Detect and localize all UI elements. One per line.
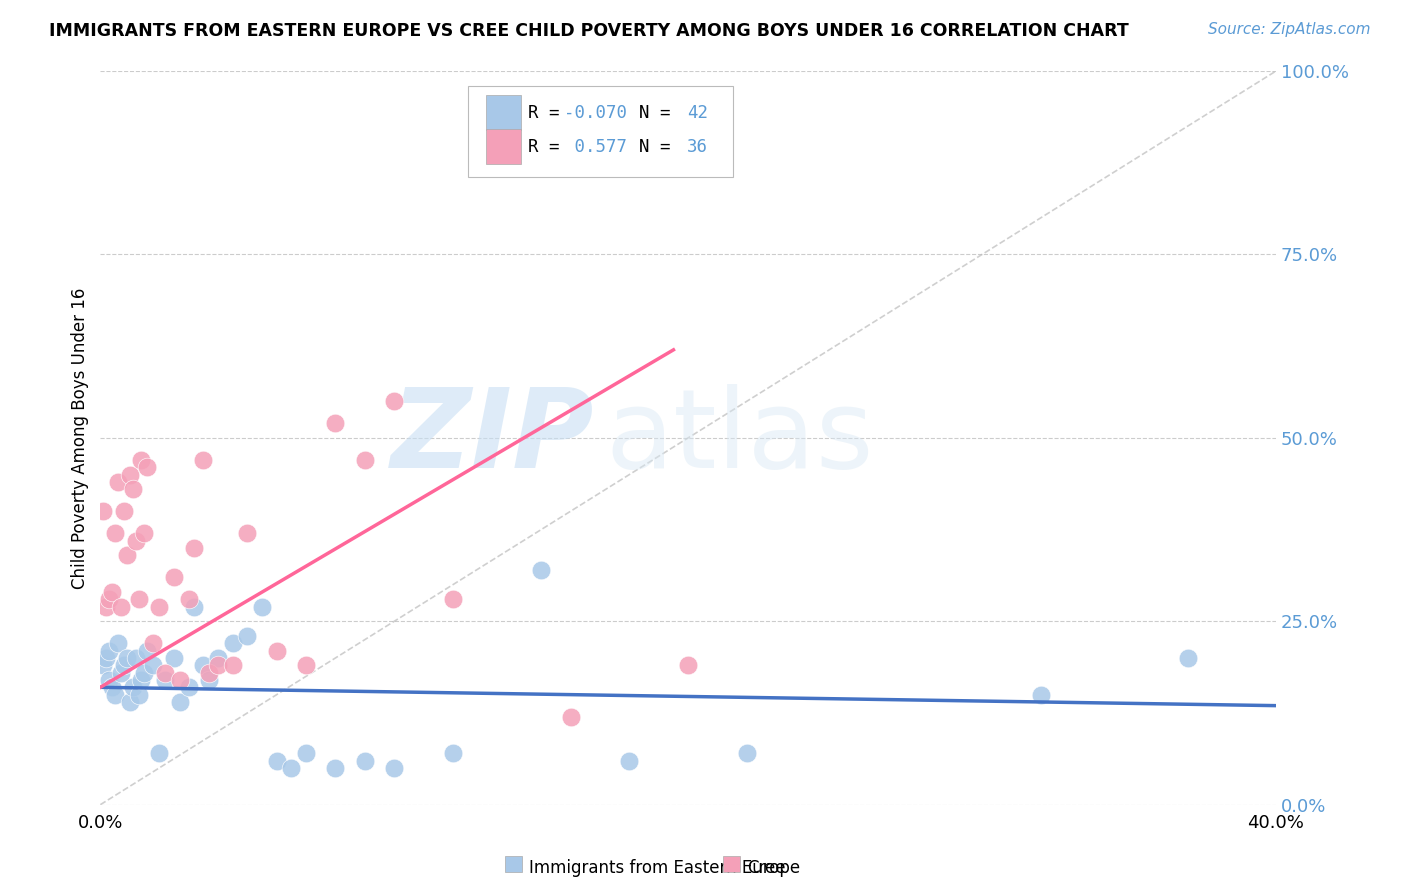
Point [266,754,288,768]
Point [560,709,582,723]
Point [142,658,165,673]
Point [110,665,132,680]
Point [325,416,347,430]
Point [131,453,153,467]
Text: 36: 36 [688,137,709,155]
Point [118,695,141,709]
Point [236,629,259,643]
Point [104,526,127,541]
Point [134,665,156,680]
Point [530,563,553,577]
Point [142,636,165,650]
Point [98,673,121,687]
Point [266,643,288,657]
Point [198,665,221,680]
Text: Immigrants from Eastern Europe: Immigrants from Eastern Europe [529,859,800,877]
Text: Cree: Cree [747,859,786,877]
Point [1029,688,1052,702]
Point [280,761,302,775]
Point [115,548,138,562]
Point [193,453,215,467]
Point [382,394,405,409]
Point [619,754,641,768]
Point [101,681,124,695]
Point [354,453,377,467]
Point [295,658,318,673]
Point [148,599,170,614]
Point [183,599,205,614]
Point [121,681,143,695]
Point [112,504,135,518]
Point [134,526,156,541]
Point [207,658,229,673]
Bar [486,129,522,164]
Text: 42: 42 [688,103,709,122]
Text: N =: N = [638,103,681,122]
Point [128,688,150,702]
Text: 0.577: 0.577 [564,137,627,155]
Point [107,636,129,650]
Point [153,673,176,687]
Point [112,658,135,673]
Point [169,695,191,709]
Text: IMMIGRANTS FROM EASTERN EUROPE VS CREE CHILD POVERTY AMONG BOYS UNDER 16 CORRELA: IMMIGRANTS FROM EASTERN EUROPE VS CREE C… [49,22,1129,40]
Point [169,673,191,687]
Point [163,570,186,584]
Point [101,585,124,599]
Point [441,592,464,607]
Point [735,747,758,761]
Point [96,651,118,665]
Point [177,592,200,607]
FancyBboxPatch shape [468,86,733,178]
Point [104,688,127,702]
Point [107,475,129,489]
Text: ZIP: ZIP [391,384,595,491]
Point [110,599,132,614]
Point [136,643,159,657]
Point [1177,651,1199,665]
Point [91,504,114,518]
Point [148,747,170,761]
Y-axis label: Child Poverty Among Boys Under 16: Child Poverty Among Boys Under 16 [72,287,89,589]
Point [183,541,205,555]
Point [221,636,243,650]
Text: R =: R = [529,103,571,122]
Bar [486,95,522,130]
Point [121,482,143,496]
Point [153,665,176,680]
Point [295,747,318,761]
Point [98,592,121,607]
Point [198,673,221,687]
Text: atlas: atlas [606,384,875,491]
Text: N =: N = [638,137,681,155]
Point [382,761,405,775]
Point [124,651,146,665]
Point [676,658,699,673]
Point [193,658,215,673]
Point [163,651,186,665]
Point [128,592,150,607]
Point [236,526,259,541]
Point [250,599,273,614]
Point [118,467,141,482]
Point [441,747,464,761]
Text: Source: ZipAtlas.com: Source: ZipAtlas.com [1208,22,1371,37]
Text: R =: R = [529,137,571,155]
Point [124,533,146,548]
Point [91,658,114,673]
Point [354,754,377,768]
Text: -0.070: -0.070 [564,103,627,122]
Point [115,651,138,665]
Point [131,673,153,687]
Point [96,599,118,614]
Point [207,651,229,665]
Point [325,761,347,775]
Point [177,681,200,695]
Point [221,658,243,673]
Point [98,643,121,657]
Point [136,460,159,475]
